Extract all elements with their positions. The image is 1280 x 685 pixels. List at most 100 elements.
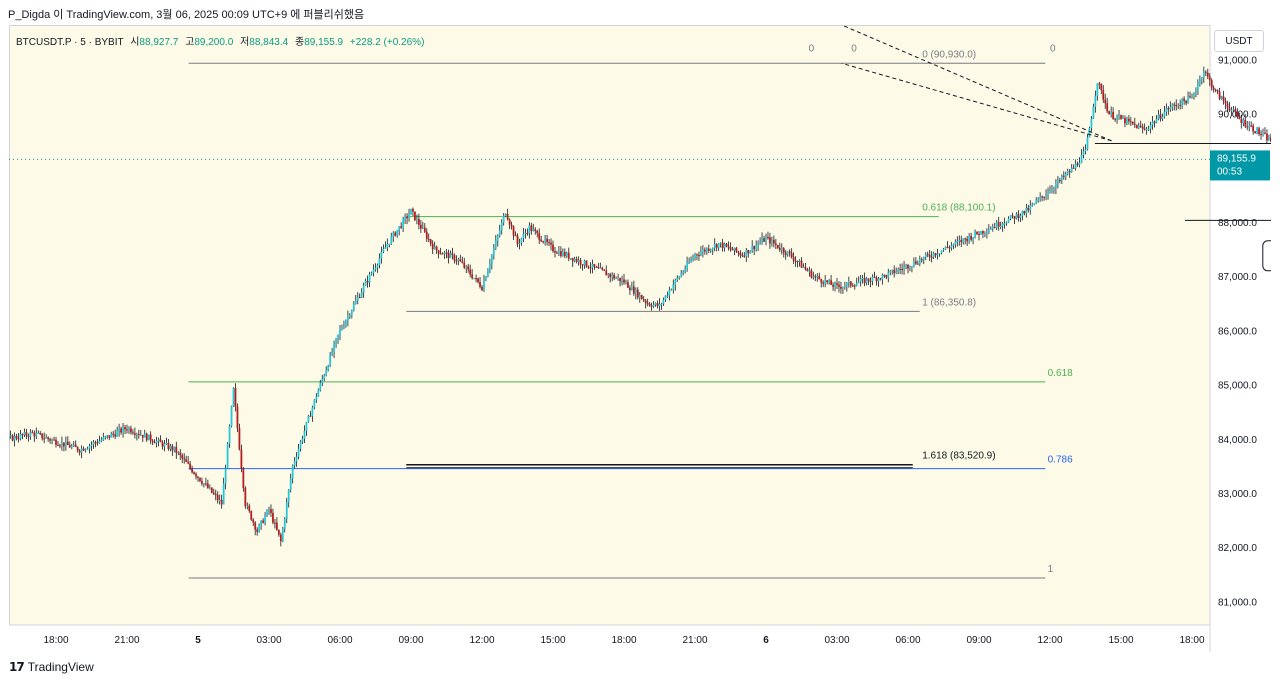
candle-body — [1110, 111, 1113, 115]
candle-body — [735, 247, 738, 252]
level-label: 1.618 (83,520.9) — [922, 451, 995, 462]
candle-body — [459, 259, 462, 262]
candle-body — [313, 399, 316, 408]
candle-body — [1165, 108, 1168, 112]
candle-body — [873, 276, 876, 278]
candle-body — [159, 439, 162, 443]
candle-body — [439, 253, 442, 255]
candle-body — [648, 303, 651, 306]
candle-body — [151, 440, 154, 443]
candle-body — [398, 226, 401, 231]
candle-body — [1037, 198, 1040, 201]
chart-svg[interactable]: 81,000.0 82,000.0 83,000.0 84,000.0 85,000.0… — [9, 25, 1271, 652]
candle-body — [463, 262, 466, 268]
candle-body — [1256, 128, 1258, 134]
candle-body — [216, 495, 219, 501]
candle-body — [1019, 215, 1022, 219]
candle-body — [51, 439, 53, 441]
candle-body — [936, 253, 939, 256]
candle-body — [717, 243, 720, 248]
trend-line — [841, 25, 1112, 142]
candle-body — [885, 275, 888, 278]
candle-body — [1122, 118, 1124, 120]
candle-body — [1210, 80, 1213, 88]
candle-body — [954, 241, 957, 245]
candle-body — [1082, 151, 1085, 155]
candle-body — [419, 224, 422, 229]
candle-body — [167, 442, 170, 450]
candle-body — [204, 483, 207, 485]
candle-body — [19, 434, 22, 439]
candle-body — [851, 285, 854, 287]
candle-body — [319, 382, 322, 391]
candle-body — [358, 297, 361, 299]
candle-body — [1133, 123, 1136, 125]
candle-body — [333, 343, 335, 353]
candle-body — [974, 231, 976, 238]
symbol-name[interactable]: BTCUSDT.P · 5 · BYBIT — [16, 37, 124, 48]
symbol-legend[interactable]: BTCUSDT.P · 5 · BYBIT 시88,927.7 고89,200.… — [16, 33, 424, 48]
candle-body — [1131, 121, 1134, 124]
candle-body — [747, 249, 750, 254]
candle-body — [881, 274, 884, 280]
candle-body — [37, 433, 40, 435]
candle-body — [137, 434, 140, 436]
candle-body — [759, 242, 761, 244]
candle-body — [68, 445, 71, 448]
x-tick-label: 03:00 — [824, 635, 849, 646]
candle-body — [824, 280, 827, 284]
candle-body — [1204, 71, 1207, 73]
current-price-tag — [1210, 150, 1270, 181]
candle-body — [847, 281, 850, 283]
level-label: 0 (90,930.0) — [922, 49, 976, 60]
currency-button[interactable]: USDT — [1214, 30, 1264, 52]
candle-body — [518, 243, 521, 245]
candle-body — [256, 529, 259, 532]
candle-body — [709, 249, 712, 251]
candle-body — [573, 258, 576, 262]
candle-body — [625, 282, 627, 284]
candle-body — [514, 235, 517, 237]
candle-body — [33, 432, 36, 437]
candle-body — [57, 444, 59, 446]
candle-body — [179, 452, 182, 456]
candle-body — [948, 247, 951, 249]
candle-body — [911, 266, 913, 268]
candle-body — [1029, 205, 1032, 211]
candle-body — [1001, 223, 1004, 226]
candle-body — [989, 228, 992, 230]
candle-body — [1187, 96, 1189, 104]
level-label: 0.618 (88,100.1) — [922, 203, 995, 214]
candle-body — [1167, 108, 1170, 110]
candle-body — [733, 247, 736, 251]
candle-body — [597, 266, 600, 269]
candle-body — [218, 499, 221, 501]
candle-body — [530, 225, 533, 231]
candle-body — [1171, 104, 1174, 108]
y-tick-label: 81,000.0 — [1218, 597, 1257, 608]
candle-body — [441, 253, 444, 255]
candle-body — [303, 430, 306, 439]
candle-body — [191, 467, 193, 473]
candle-body — [189, 463, 192, 468]
candle-body — [711, 248, 714, 250]
candle-body — [469, 269, 472, 275]
candle-body — [1145, 129, 1148, 131]
candle-body — [1135, 124, 1138, 129]
candle-body — [828, 280, 831, 283]
y-tick-label: 87,000.0 — [1218, 272, 1257, 283]
candle-body — [603, 269, 606, 271]
candle-body — [445, 252, 448, 254]
candle-body — [1202, 71, 1205, 78]
y-tick-label: 88,000.0 — [1218, 218, 1257, 229]
candle-body — [490, 255, 493, 264]
candle-body — [526, 233, 529, 235]
open-label: 시 — [130, 37, 140, 48]
candle-body — [212, 492, 215, 494]
candle-body — [104, 436, 107, 438]
candle-body — [88, 445, 91, 449]
candle-body — [1129, 121, 1132, 123]
candle-body — [447, 252, 450, 259]
time-axis-bg — [9, 625, 1210, 652]
level-label: 0.618 — [1048, 368, 1073, 379]
